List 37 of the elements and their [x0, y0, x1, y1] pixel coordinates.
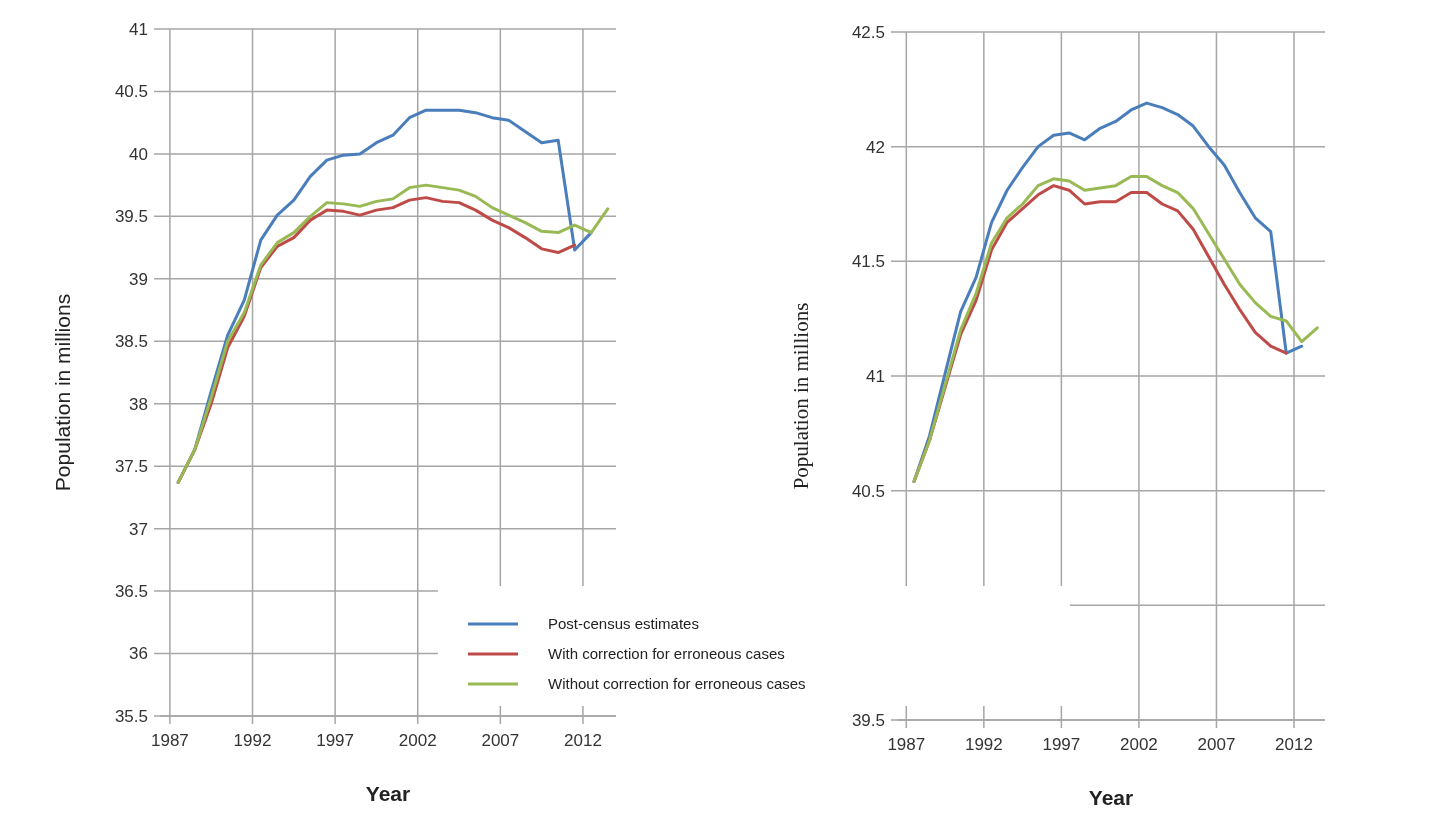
x-tick-label: 2007	[1197, 735, 1236, 754]
x-tick-label: 1997	[1042, 735, 1081, 754]
y-axis-title: Population in millions	[789, 302, 813, 490]
y-tick-label: 39.5	[114, 207, 148, 227]
y-tick-label: 40.5	[114, 82, 148, 102]
y-tick-label: 37	[129, 519, 148, 539]
legend-label: Without correction for erroneous cases	[548, 675, 806, 693]
y-tick-label: 35.5	[114, 706, 148, 726]
y-tick-label: 36	[129, 644, 148, 664]
x-tick-label: 2012	[1275, 735, 1313, 754]
y-tick-label: 41	[129, 19, 148, 39]
x-tick-label: 2007	[481, 731, 520, 750]
x-tick-label: 1992	[233, 731, 272, 750]
y-tick-label: 39.5	[851, 710, 885, 730]
y-tick-label: 41.5	[851, 252, 885, 272]
y-tick-label: 36.5	[114, 582, 148, 602]
x-axis-title: Year	[1088, 786, 1134, 809]
y-tick-label: 38.5	[114, 332, 148, 352]
y-axis-title: Population in millions	[51, 293, 74, 492]
y-tick-label: 41	[866, 366, 885, 386]
x-tick-label: 1987	[887, 735, 926, 754]
y-tick-label: 40	[129, 144, 148, 164]
y-tick-label: 40.5	[851, 481, 885, 501]
legend-label: With correction for erroneous cases	[548, 645, 785, 663]
x-tick-label: 2012	[564, 731, 602, 750]
x-axis-title: Year	[365, 782, 411, 805]
x-tick-label: 1992	[964, 735, 1003, 754]
y-tick-label: 42	[866, 137, 885, 157]
legend-label: Post-census estimates	[548, 615, 699, 633]
x-tick-label: 2002	[1120, 735, 1158, 754]
x-tick-label: 2002	[398, 731, 437, 750]
y-tick-label: 42.5	[851, 22, 885, 42]
x-tick-label: 1987	[151, 731, 189, 750]
y-tick-label: 38	[129, 394, 148, 414]
y-tick-label: 39	[129, 269, 148, 289]
y-tick-label: 37.5	[114, 457, 148, 477]
x-tick-label: 1997	[316, 731, 355, 750]
